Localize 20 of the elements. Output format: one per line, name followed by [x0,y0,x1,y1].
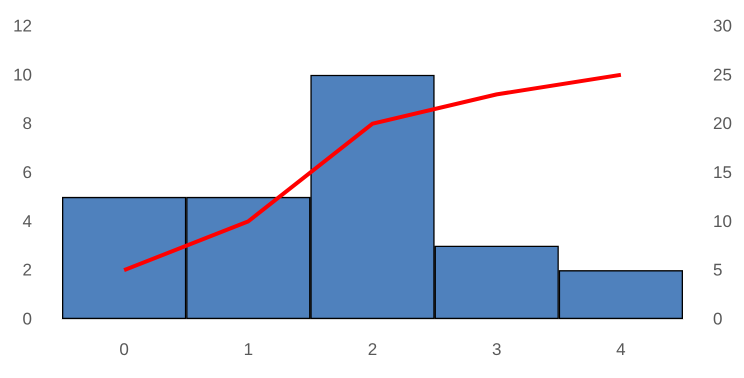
x-tick-label: 3 [492,340,502,359]
y-tick-label: 6 [22,163,32,182]
y-tick-label: 10 [13,65,32,84]
y2-tick-label: 30 [713,16,732,36]
y2-tick-label: 5 [713,260,722,280]
y2-tick-label: 0 [713,310,722,328]
y-tick-label: 2 [22,260,32,280]
y2-tick-label: 20 [713,114,732,134]
y2-tick-label: 15 [713,163,732,182]
x-tick-label: 1 [244,340,254,359]
y2-tick-label: 10 [713,212,732,231]
y2-tick-label: 25 [713,65,732,84]
y-tick-label: 4 [22,212,32,231]
y-tick-label: 12 [13,16,32,36]
y-tick-label: 8 [22,114,32,134]
x-tick-label: 0 [119,340,129,359]
line-series [122,72,623,272]
x-tick-label: 4 [616,340,626,359]
y-tick-label: 0 [22,310,32,328]
x-tick-label: 2 [368,340,378,359]
